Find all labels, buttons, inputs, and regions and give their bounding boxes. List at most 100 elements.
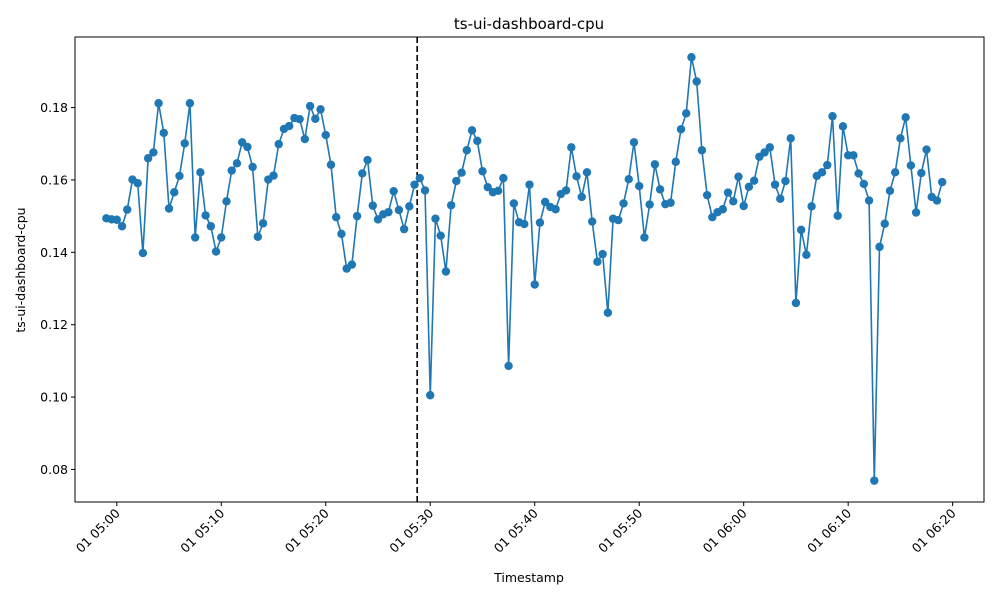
data-point	[504, 361, 513, 371]
data-point	[493, 186, 503, 195]
data-point	[201, 211, 210, 220]
data-point	[765, 143, 775, 152]
data-point	[269, 171, 278, 180]
data-point	[483, 182, 492, 192]
data-point	[864, 196, 874, 205]
data-point	[781, 176, 790, 186]
x-axis-label: Timestamp	[493, 570, 564, 585]
data-point	[938, 177, 947, 187]
data-point	[718, 205, 727, 214]
data-point	[232, 159, 242, 168]
data-point	[311, 114, 320, 123]
data-point	[185, 99, 195, 108]
data-point	[823, 160, 832, 170]
data-point	[305, 101, 315, 111]
data-point	[316, 105, 325, 114]
data-point	[363, 155, 372, 165]
y-tick-label: 0.08	[40, 462, 68, 477]
data-point	[572, 172, 581, 181]
data-point	[133, 178, 142, 188]
data-point	[295, 114, 304, 124]
data-point	[258, 219, 268, 228]
data-point	[807, 202, 816, 211]
data-point	[697, 146, 707, 155]
y-tick-label: 0.12	[40, 317, 68, 332]
data-point	[149, 148, 158, 157]
data-point	[744, 182, 754, 192]
data-point	[828, 112, 837, 121]
x-tick-label: 01 05:00	[73, 505, 123, 555]
data-point	[901, 113, 910, 122]
data-point	[446, 201, 456, 210]
data-point	[702, 190, 712, 200]
data-point	[138, 248, 148, 258]
data-point	[358, 169, 367, 178]
data-point	[164, 204, 174, 213]
data-point	[509, 199, 519, 208]
data-point	[426, 391, 435, 400]
x-tick-label: 01 05:20	[282, 505, 332, 555]
data-point	[708, 213, 717, 222]
data-point	[676, 125, 686, 134]
data-point	[760, 148, 769, 157]
data-point	[854, 169, 863, 178]
data-point	[561, 186, 571, 195]
data-point	[540, 197, 550, 207]
x-tick-label: 01 05:50	[595, 505, 645, 555]
data-point	[405, 202, 414, 211]
data-point	[520, 219, 529, 229]
data-point	[770, 180, 780, 189]
data-point	[253, 232, 263, 241]
data-point	[729, 197, 738, 206]
data-point	[922, 145, 931, 154]
data-point	[389, 186, 398, 196]
data-point	[394, 205, 404, 215]
data-point	[635, 181, 644, 191]
data-point	[614, 215, 623, 225]
data-point	[462, 146, 472, 155]
data-point	[300, 134, 310, 144]
data-point	[619, 199, 628, 208]
data-point	[551, 205, 560, 214]
data-point	[786, 134, 795, 143]
data-point	[180, 139, 189, 148]
data-point	[838, 122, 848, 131]
data-point	[749, 176, 759, 185]
data-point	[932, 196, 942, 205]
data-point	[431, 214, 440, 223]
data-point	[222, 197, 231, 206]
data-point	[671, 157, 680, 167]
data-point	[284, 121, 294, 131]
data-point	[593, 257, 602, 266]
data-point	[467, 126, 477, 135]
data-point	[248, 162, 257, 172]
data-point	[525, 180, 534, 189]
data-point	[859, 179, 869, 189]
data-point	[441, 267, 451, 276]
data-point	[452, 176, 461, 186]
data-point	[682, 109, 691, 118]
data-point	[911, 208, 921, 217]
data-point	[217, 233, 226, 242]
data-point	[415, 173, 424, 183]
data-point	[170, 188, 179, 197]
data-point	[739, 201, 748, 211]
y-tick-label: 0.16	[40, 172, 68, 187]
data-point	[159, 128, 169, 138]
x-tick-label: 01 05:40	[491, 505, 541, 555]
data-point	[666, 198, 675, 207]
data-point	[117, 222, 127, 231]
data-point	[373, 215, 383, 224]
data-point	[352, 211, 362, 221]
data-point	[211, 247, 221, 256]
data-point	[499, 173, 508, 183]
data-point	[875, 242, 884, 252]
plot-frame	[74, 36, 985, 503]
data-point	[175, 171, 184, 181]
plot-area	[75, 37, 984, 502]
data-point	[776, 194, 785, 203]
data-point	[645, 200, 654, 209]
data-point	[629, 138, 639, 147]
data-point	[723, 188, 733, 197]
